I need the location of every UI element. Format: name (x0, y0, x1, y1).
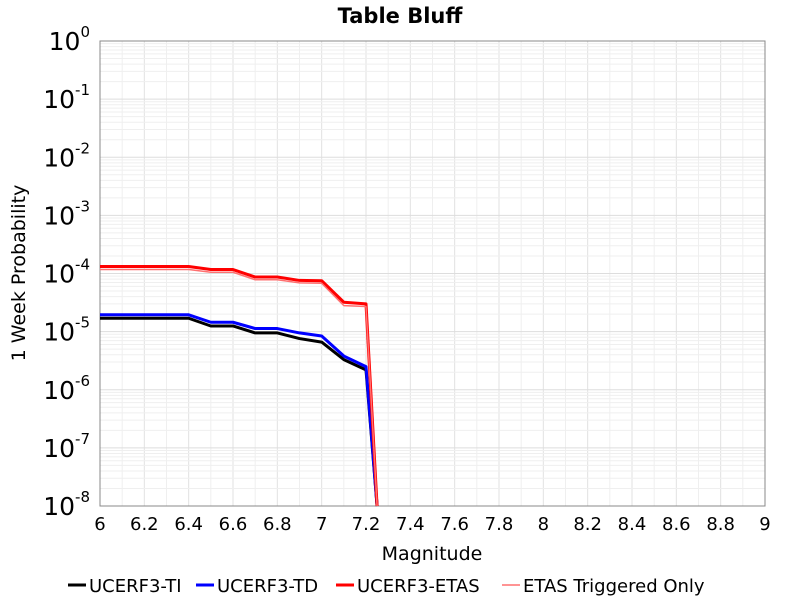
legend-label-ucerf3-etas: UCERF3-ETAS (357, 576, 480, 597)
x-axis-ticks: 6 6.2 6.4 6.6 6.8 7 7.2 7.4 7.6 7.8 8 8.2 8.4 8.6 8.8 9 (94, 514, 770, 535)
x-tick-label: 8.6 (662, 514, 691, 535)
x-tick-label: 6.6 (219, 514, 248, 535)
y-tick-label: 10-7 (43, 430, 90, 463)
y-axis-label: 1 Week Probability (8, 185, 30, 362)
legend: UCERF3-TI UCERF3-TD UCERF3-ETAS ETAS Trigge… (68, 576, 705, 597)
y-tick-label: 10-3 (43, 197, 90, 230)
x-tick-label: 7.8 (485, 514, 514, 535)
x-tick-label: 7 (316, 514, 327, 535)
chart-title: Table Bluff (338, 4, 464, 28)
x-tick-label: 7.6 (440, 514, 469, 535)
x-tick-label: 6 (94, 514, 105, 535)
series-line-ucerf3-ti (100, 316, 379, 507)
plot-frame (99, 40, 766, 507)
y-tick-label: 10-6 (43, 372, 90, 405)
x-tick-label: 8.4 (618, 514, 647, 535)
legend-label-etas-triggered-only: ETAS Triggered Only (523, 576, 705, 597)
x-tick-label: 6.4 (174, 514, 203, 535)
y-axis-ticks: 100 10-1 10-2 10-3 10-4 10-5 10-6 10-7 10-8 (43, 23, 90, 521)
grid (99, 40, 766, 507)
y-tick-label: 10-4 (43, 256, 90, 289)
x-tick-label: 8.8 (706, 514, 735, 535)
x-tick-label: 7.2 (352, 514, 381, 535)
legend-label-ucerf3-td: UCERF3-TD (217, 576, 318, 597)
series-line-ucerf3-td (100, 313, 379, 507)
x-tick-label: 7.4 (396, 514, 425, 535)
y-tick-label: 10-5 (43, 314, 90, 347)
legend-label-ucerf3-ti: UCERF3-TI (89, 576, 182, 597)
x-tick-label: 9 (759, 514, 770, 535)
y-tick-label: 10-1 (43, 81, 90, 114)
series-line-etas-triggered-only (100, 268, 378, 507)
y-tick-label: 100 (49, 23, 90, 56)
x-tick-label: 8.2 (573, 514, 602, 535)
x-tick-label: 8 (538, 514, 549, 535)
x-tick-label: 6.2 (130, 514, 159, 535)
y-tick-label: 10-2 (43, 139, 90, 172)
x-axis-label: Magnitude (382, 543, 483, 565)
y-tick-label: 10-8 (43, 488, 90, 521)
series-line-ucerf3-etas (100, 264, 379, 507)
series-layer (100, 264, 379, 507)
x-tick-label: 6.8 (263, 514, 292, 535)
